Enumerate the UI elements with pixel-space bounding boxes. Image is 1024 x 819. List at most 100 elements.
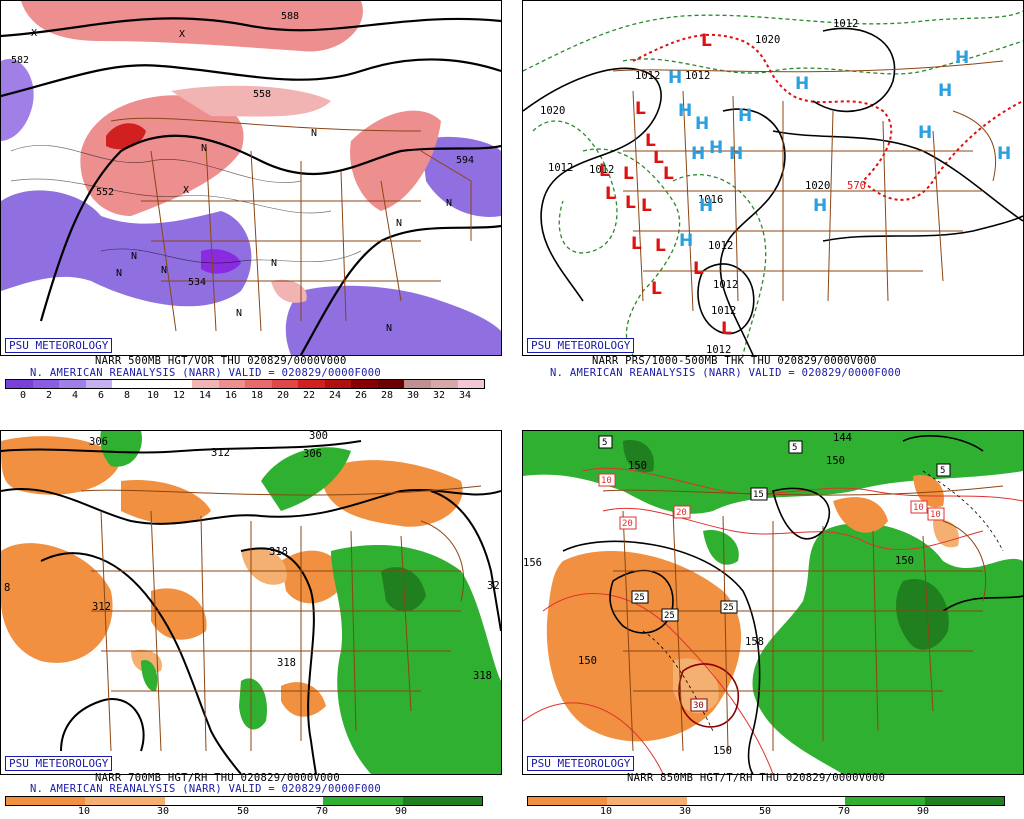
colorbar-swatch [377, 380, 405, 388]
vorticity-min-marker: N [161, 265, 167, 276]
contour-label: 552 [96, 187, 114, 198]
contour-label: 588 [281, 11, 299, 22]
colorbar-label: 4 [71, 390, 79, 401]
colorbar-swatch [298, 380, 325, 388]
colorbar-label: 50 [236, 806, 250, 817]
low-pressure-marker: L [651, 279, 662, 299]
isobar-label: 1012 [711, 305, 736, 317]
contour-label: 32 [487, 580, 500, 592]
map-700mb: 306 300 312 306 318 312 318 318 32 8 PSU… [0, 430, 502, 775]
colorbar-swatch [845, 797, 925, 805]
temp-label: 5 [940, 466, 945, 476]
colorbar-swatch [528, 797, 608, 805]
contour-label: 8 [4, 582, 10, 594]
colorbar-swatch [138, 380, 166, 388]
height-label: 150 [628, 460, 647, 472]
colorbar-swatch [404, 380, 431, 388]
colorbar-label: 28 [380, 390, 394, 401]
contour-label: 318 [473, 670, 492, 682]
high-pressure-marker: H [691, 144, 705, 164]
isobar-label: 1012 [548, 162, 573, 174]
height-contours-700 [1, 440, 501, 774]
colorbar-label: 6 [97, 390, 105, 401]
map-caption-title: NARR 700MB HGT/RH THU 020829/0000V000 [95, 772, 340, 784]
colorbar-swatch [924, 797, 1004, 805]
colorbar-label: 12 [172, 390, 186, 401]
colorbar-swatch [243, 797, 324, 805]
isobars [523, 27, 1023, 355]
colorbar-swatch [112, 380, 139, 388]
psu-meteorology-badge: PSU METEOROLOGY [527, 756, 635, 771]
colorbar-swatch [765, 797, 846, 805]
isobar-label: 1012 [685, 70, 710, 82]
vort-neg-region-east [421, 136, 501, 217]
colorbar-swatch [271, 380, 299, 388]
map-850mb: 150 156 150 158 150 150 144 150 5 10 20 … [522, 430, 1024, 775]
height-label: 150 [826, 455, 845, 467]
rh-colorbar [527, 796, 1005, 806]
colorbar-swatch [324, 380, 352, 388]
contour-label: 300 [309, 431, 328, 442]
colorbar-label: 16 [224, 390, 238, 401]
colorbar-label: 32 [432, 390, 446, 401]
low-pressure-marker: L [653, 148, 664, 168]
colorbar-label: 70 [315, 806, 329, 817]
vorticity-max-marker: X [179, 29, 185, 40]
temperature-contours [523, 467, 1023, 774]
psu-meteorology-badge: PSU METEOROLOGY [5, 338, 113, 353]
colorbar-swatch [165, 380, 192, 388]
state-borders-500 [110, 117, 472, 332]
map-caption-valid: N. AMERICAN REANALYSIS (NARR) VALID = 02… [30, 367, 381, 379]
high-pressure-marker: H [709, 138, 723, 158]
contour-label: 594 [456, 155, 474, 166]
colorbar-label: 14 [198, 390, 212, 401]
vorticity-thin-contours [10, 145, 362, 264]
vort-pos-south [271, 279, 307, 303]
temperature-contour-30 [678, 663, 740, 728]
colorbar-label: 10 [77, 806, 91, 817]
low-pressure-marker: L [693, 259, 704, 279]
temp-label: 20 [676, 508, 687, 518]
low-pressure-marker: L [701, 31, 712, 51]
colorbar-swatch [164, 797, 244, 805]
temp-label-box [661, 608, 679, 622]
isobar-label: 1020 [805, 180, 830, 192]
temp-label-box [788, 440, 803, 454]
high-pressure-markers: H H H H H H H H H H H H H H H [668, 48, 1011, 251]
map-500mb-canvas: 582 594 552 558 534 588 N N N N N N N N … [1, 1, 501, 355]
isobar-label: 1012 [589, 164, 614, 176]
high-pressure-marker: H [695, 114, 709, 134]
colorbar-swatch [402, 797, 482, 805]
contour-label: 306 [89, 436, 108, 448]
temp-label-box [720, 600, 738, 614]
high-pressure-marker: H [918, 123, 932, 143]
map-500mb: 582 594 552 558 534 588 N N N N N N N N … [0, 0, 502, 356]
contour-label: 306 [303, 448, 322, 460]
height-label: 158 [745, 636, 764, 648]
high-pressure-marker: H [678, 101, 692, 121]
state-borders-thk [612, 60, 1004, 312]
colorbar-label: 90 [394, 806, 408, 817]
low-pressure-marker: L [655, 236, 666, 256]
vort-pos-band-east [350, 110, 441, 211]
colorbar-swatch [85, 380, 113, 388]
temp-label-box [750, 487, 768, 501]
colorbar-label: 18 [250, 390, 264, 401]
colorbar-label: 30 [406, 390, 420, 401]
low-pressure-marker: L [605, 184, 616, 204]
low-pressure-marker: L [623, 164, 634, 184]
high-pressure-marker: H [738, 106, 752, 126]
high-pressure-marker: H [729, 144, 743, 164]
map-thickness: 1012 1012 1020 1012 1020 1012 1012 1012 … [522, 0, 1024, 356]
rh-very-moist-regions [623, 440, 949, 650]
temperature-labels: 5 10 20 20 5 15 10 10 5 25 25 25 30 [598, 435, 951, 712]
colorbar-swatch [245, 380, 272, 388]
vort-neg-region-southeast [285, 285, 501, 355]
colorbar-label: 50 [758, 806, 772, 817]
temp-label: 10 [913, 503, 924, 513]
temp-label-box [631, 590, 649, 604]
temp-label: 25 [664, 611, 675, 621]
colorbar-label: 0 [19, 390, 27, 401]
thickness-570-line [632, 33, 1023, 201]
contour-label: 318 [269, 546, 288, 558]
